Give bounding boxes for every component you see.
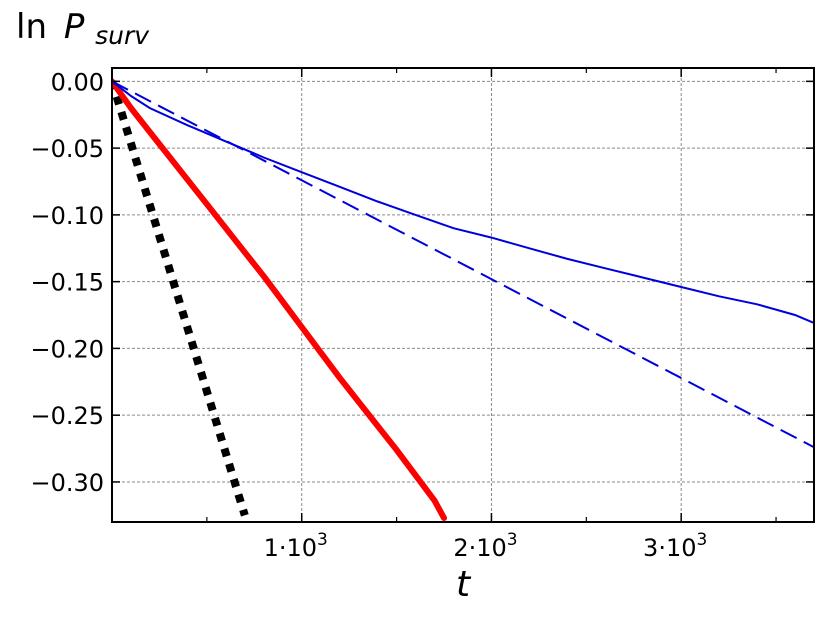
series-line-solid-thin xyxy=(112,80,814,324)
ticks: 0.00 −0.05 −0.10 −0.15 −0.20 −0.25 −0.30 1·103 2… xyxy=(30,68,814,562)
series-line-dotted-thick xyxy=(112,80,249,517)
series-layer xyxy=(112,78,814,521)
y-tick-label: −0.30 xyxy=(30,469,104,497)
y-tick-label: −0.25 xyxy=(30,402,104,430)
y-tick-label: −0.15 xyxy=(30,269,104,297)
series-line-solid-thick xyxy=(112,78,447,521)
y-axis-title: ln P surv xyxy=(16,7,150,50)
grid xyxy=(112,68,814,522)
y-tick-label: −0.05 xyxy=(30,135,104,163)
y-axis-title-subscript: surv xyxy=(95,21,150,50)
y-axis-title-symbol: P xyxy=(64,7,85,47)
x-tick-label: 1·103 xyxy=(264,530,328,562)
x-axis-label: t xyxy=(456,564,472,605)
y-tick-label: 0.00 xyxy=(51,68,104,96)
x-tick-label: 3·103 xyxy=(643,530,707,562)
series-line-dashed xyxy=(112,80,814,449)
y-tick-label: −0.10 xyxy=(30,202,104,230)
y-axis-title-prefix: ln xyxy=(16,7,47,47)
svg-text:ln P surv: ln P surv xyxy=(16,7,150,50)
y-tick-label: −0.20 xyxy=(30,335,104,363)
x-tick-label: 2·103 xyxy=(453,530,517,562)
plot-frame xyxy=(111,67,815,523)
